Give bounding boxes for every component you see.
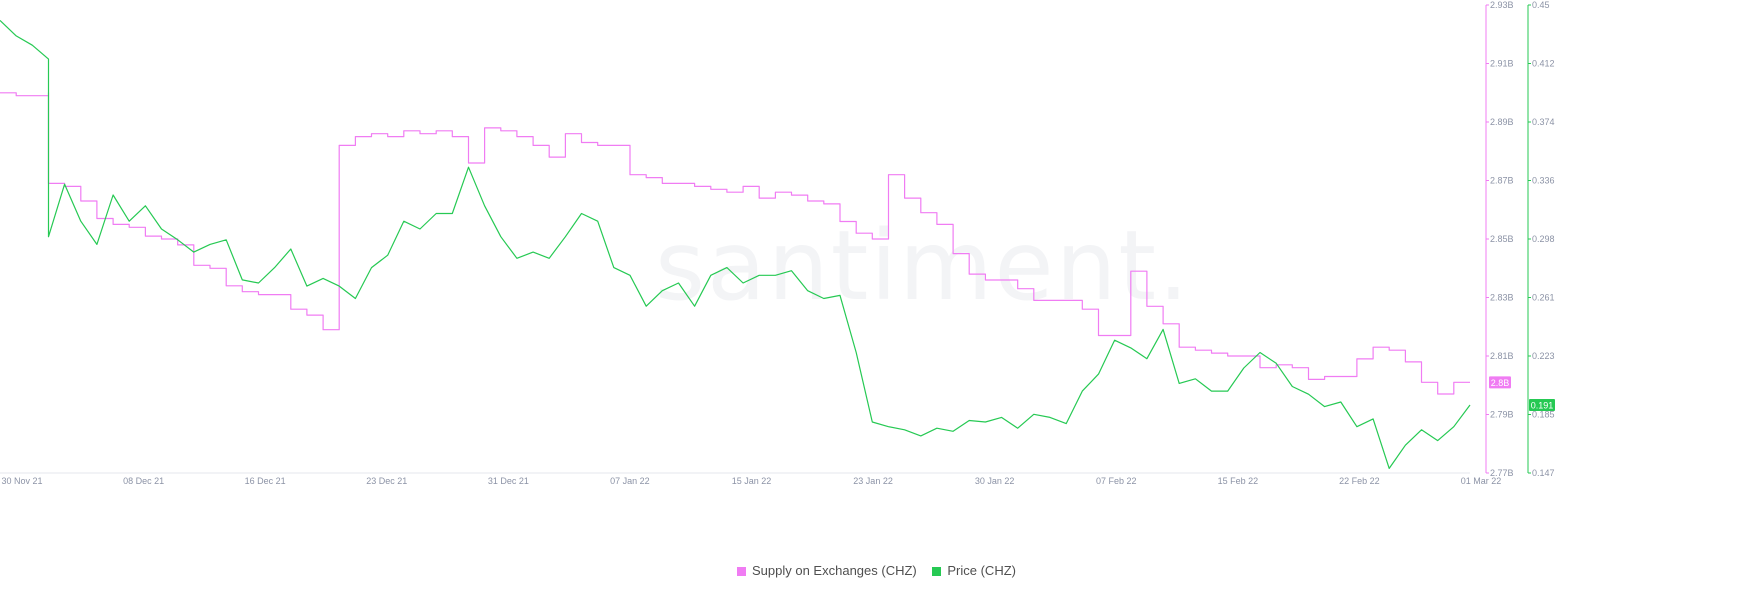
x-tick-label: 15 Feb 22 xyxy=(1218,476,1259,486)
chart-svg: 2.93B 2.91B 2.89B 2.87B 2.85B 2.83B 2.81B 2.79B… xyxy=(0,0,1555,486)
price-tick-label: 0.298 xyxy=(1532,234,1555,244)
legend: Supply on Exchanges (CHZ) Price (CHZ) xyxy=(0,562,1753,578)
supply-tick-label: 2.81B xyxy=(1490,351,1514,361)
price-tick-label: 0.147 xyxy=(1532,468,1555,478)
plot-area xyxy=(0,19,1471,469)
x-tick-label: 15 Jan 22 xyxy=(732,476,772,486)
x-tick-label: 31 Dec 21 xyxy=(488,476,529,486)
price-tick-label: 0.261 xyxy=(1532,293,1555,303)
price-series-line xyxy=(0,19,1471,469)
legend-item-price[interactable]: Price (CHZ) xyxy=(932,563,1016,578)
value-badges: 2.8B 0.191 xyxy=(1489,376,1555,412)
legend-supply-label: Supply on Exchanges (CHZ) xyxy=(752,563,917,579)
x-tick-label: 07 Feb 22 xyxy=(1096,476,1137,486)
price-tick-label: 0.374 xyxy=(1532,117,1555,127)
supply-tick-label: 2.89B xyxy=(1490,117,1514,127)
supply-swatch xyxy=(737,567,746,577)
supply-last-label: 2.8B xyxy=(1491,378,1510,388)
price-tick-label: 0.336 xyxy=(1532,176,1555,186)
x-tick-label: 01 Mar 22 xyxy=(1461,476,1502,486)
price-tick-label: 0.412 xyxy=(1532,59,1555,69)
x-tick-label: 23 Jan 22 xyxy=(853,476,893,486)
price-swatch xyxy=(932,567,942,577)
legend-price-label: Price (CHZ) xyxy=(947,563,1016,579)
supply-last-badge xyxy=(1489,376,1511,389)
supply-tick-label: 2.83B xyxy=(1490,293,1514,303)
price-axis: 0.450.4120.3740.3360.2980.2610.2230.1850… xyxy=(1527,0,1555,478)
supply-tick-label: 2.91B xyxy=(1490,59,1514,69)
supply-tick-label: 2.77B xyxy=(1490,468,1514,478)
price-last-badge xyxy=(1529,399,1555,412)
x-tick-label: 23 Dec 21 xyxy=(366,476,407,486)
price-tick-label: 0.45 xyxy=(1532,0,1550,10)
supply-tick-label: 2.85B xyxy=(1490,234,1514,244)
x-tick-label: 22 Feb 22 xyxy=(1339,476,1380,486)
price-last-label: 0.191 xyxy=(1531,401,1554,411)
supply-axis: 2.93B 2.91B 2.89B 2.87B 2.85B 2.83B 2.81B 2.79B… xyxy=(1485,0,1514,478)
santiment-watermark: santiment. xyxy=(655,210,1191,322)
x-tick-label: 07 Jan 22 xyxy=(610,476,650,486)
supply-tick-label: 2.93B xyxy=(1490,0,1514,10)
price-tick-label: 0.223 xyxy=(1532,351,1555,361)
supply-tick-label: 2.87B xyxy=(1490,176,1514,186)
supply-tick-label: 2.79B xyxy=(1490,410,1514,420)
x-tick-label: 16 Dec 21 xyxy=(245,476,286,486)
legend-item-supply[interactable]: Supply on Exchanges (CHZ) xyxy=(737,563,917,578)
supply-series-line xyxy=(0,92,1470,395)
x-tick-label: 08 Dec 21 xyxy=(123,476,164,486)
x-tick-label: 30 Nov 21 xyxy=(1,476,42,486)
x-tick-label: 30 Jan 22 xyxy=(975,476,1015,486)
x-axis: 30 Nov 21 08 Dec 21 16 Dec 21 23 Dec 21 31 D… xyxy=(0,472,1502,486)
price-tick-label: 0.185 xyxy=(1532,410,1555,420)
